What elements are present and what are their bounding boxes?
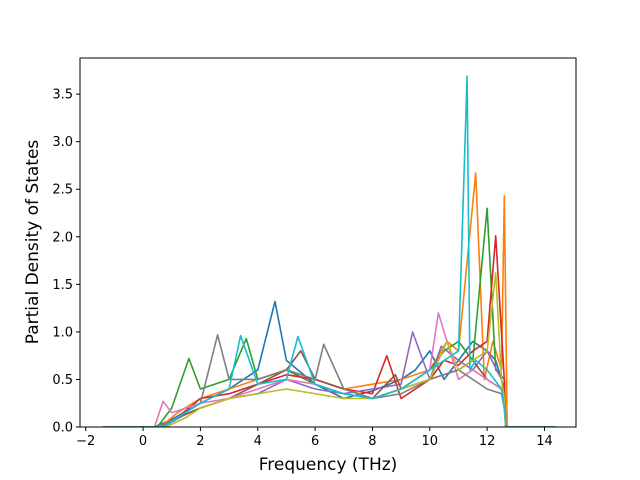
series-line-8	[102, 334, 556, 427]
x-tick-label: 10	[422, 434, 439, 449]
y-tick-label: 3.0	[52, 135, 73, 150]
y-tick-label: 2.0	[52, 230, 73, 245]
y-tick-label: 1.5	[52, 278, 73, 293]
x-tick-label: 2	[196, 434, 204, 449]
series-layer	[102, 75, 556, 427]
x-tick-label: 12	[479, 434, 496, 449]
y-tick-label: 1.0	[52, 325, 73, 340]
x-tick-label: 0	[139, 434, 147, 449]
y-tick-label: 0.0	[52, 421, 73, 436]
y-tick-label: 2.5	[52, 183, 73, 198]
x-axis-label: Frequency (THz)	[259, 455, 398, 475]
x-axis: −2 0 2 4 6 8 10 12 14	[76, 427, 553, 449]
plot-area-frame	[79, 57, 577, 428]
series-line-10	[102, 75, 556, 427]
y-tick-label: 0.5	[52, 373, 73, 388]
y-axis-label: Partial Density of States	[23, 140, 43, 345]
x-tick-label: 4	[254, 434, 262, 449]
series-line-2	[102, 172, 556, 427]
x-tick-label: 8	[368, 434, 376, 449]
x-tick-label: −2	[76, 434, 95, 449]
y-tick-label: 3.5	[52, 88, 73, 103]
x-tick-label: 6	[311, 434, 319, 449]
x-tick-label: 14	[536, 434, 553, 449]
series-line-4	[102, 235, 556, 427]
y-axis: 0.0 0.5 1.0 1.5 2.0 2.5 3.0 3.5	[52, 88, 80, 436]
